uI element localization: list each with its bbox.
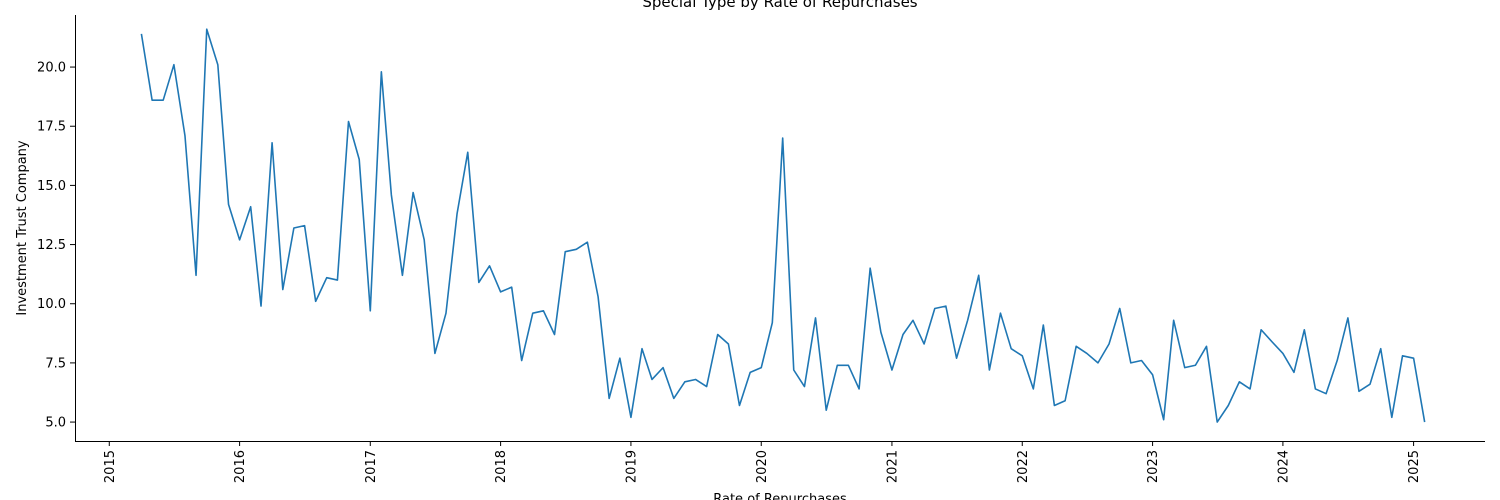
x-tick-label: 2025 (1407, 450, 1422, 483)
x-tick-label: 2017 (364, 450, 379, 483)
series-line (140, 28, 1426, 423)
y-tick-label: 12.5 (37, 238, 66, 253)
y-tick-label: 10.0 (37, 297, 66, 312)
y-tick-label: 7.5 (45, 356, 66, 371)
x-tick-label: 2018 (494, 450, 509, 483)
y-tick-label: 15.0 (37, 179, 66, 194)
chart-title: Special Type by Rate of Repurchases (642, 0, 917, 11)
y-axis-ticks: 5.0 7.5 10.0 12.5 15.0 17.5 20.0 (37, 61, 75, 431)
y-tick-label: 17.5 (37, 120, 66, 135)
x-tick-label: 2020 (755, 450, 770, 483)
x-tick-label: 2021 (885, 450, 900, 483)
x-axis-title: Rate of Repurchases (713, 492, 847, 500)
y-tick-label: 20.0 (37, 61, 66, 76)
x-tick-label: 2024 (1276, 450, 1291, 483)
x-tick-label: 2015 (103, 450, 118, 483)
x-tick-label: 2019 (624, 450, 639, 483)
x-tick-label: 2023 (1146, 450, 1161, 483)
x-tick-label: 2016 (233, 450, 248, 483)
x-axis-ticks: 2015 2016 2017 2018 2019 2020 2021 2022 2023 2024… (103, 441, 1422, 483)
y-tick-label: 5.0 (45, 416, 66, 431)
y-axis-title: Investment Trust Company (15, 140, 30, 316)
x-tick-label: 2022 (1016, 450, 1031, 483)
